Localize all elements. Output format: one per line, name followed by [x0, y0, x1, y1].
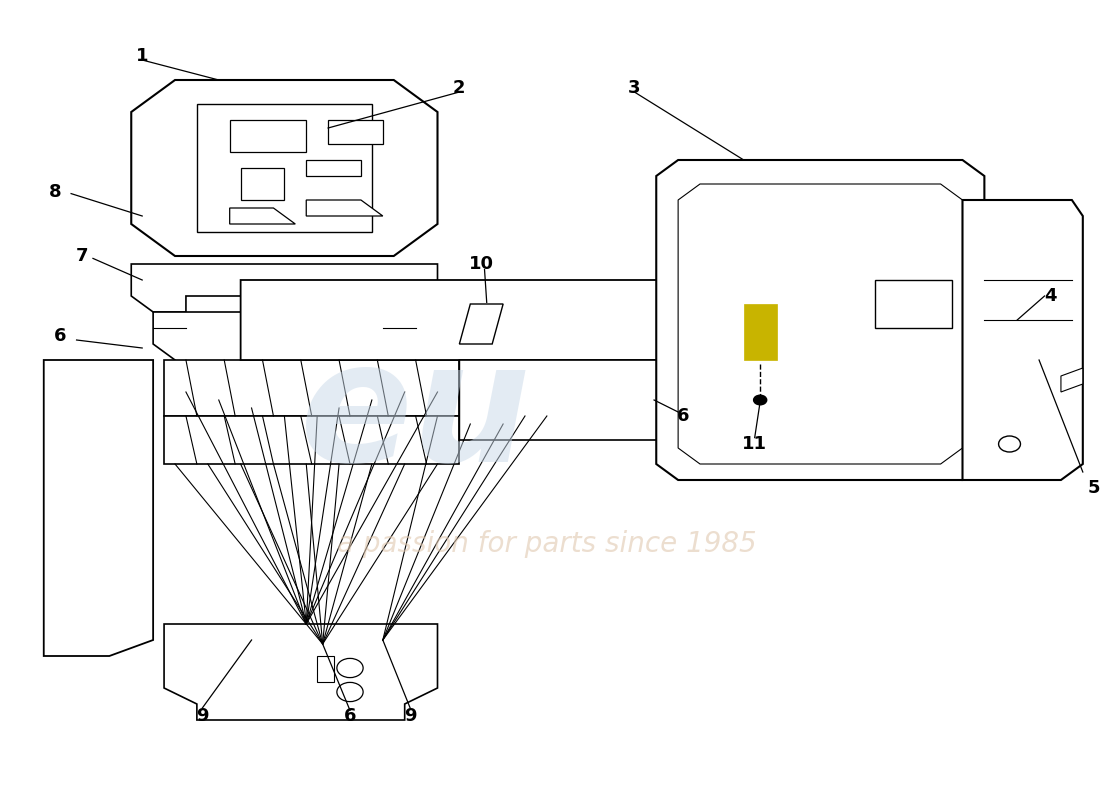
Polygon shape	[744, 304, 777, 360]
Text: a passion for parts since 1985: a passion for parts since 1985	[337, 530, 757, 558]
Text: 10: 10	[469, 255, 494, 273]
Polygon shape	[306, 160, 361, 176]
Text: 4: 4	[1044, 287, 1056, 305]
Text: 6: 6	[678, 407, 690, 425]
Text: 9: 9	[196, 707, 209, 725]
Polygon shape	[230, 208, 295, 224]
Text: 2: 2	[453, 79, 465, 97]
Polygon shape	[306, 200, 383, 216]
Text: 6: 6	[343, 707, 356, 725]
Polygon shape	[164, 416, 460, 464]
Polygon shape	[44, 360, 153, 656]
Polygon shape	[164, 360, 460, 416]
Text: 5: 5	[1088, 479, 1100, 497]
Text: 8: 8	[48, 183, 60, 201]
Polygon shape	[657, 360, 711, 416]
Polygon shape	[460, 360, 678, 440]
Text: 3: 3	[628, 79, 640, 97]
Polygon shape	[153, 312, 416, 384]
Polygon shape	[241, 168, 285, 200]
Bar	[317, 656, 333, 682]
Polygon shape	[230, 120, 306, 152]
Polygon shape	[657, 160, 984, 480]
Text: 6: 6	[54, 327, 66, 345]
Polygon shape	[131, 80, 438, 256]
Polygon shape	[164, 624, 438, 720]
Text: 9: 9	[404, 707, 417, 725]
Polygon shape	[1060, 368, 1082, 392]
Circle shape	[754, 395, 767, 405]
Polygon shape	[962, 200, 1082, 480]
Polygon shape	[131, 264, 438, 312]
Polygon shape	[328, 120, 383, 144]
Polygon shape	[460, 304, 503, 344]
Text: 11: 11	[742, 435, 767, 453]
Text: eu: eu	[300, 334, 531, 498]
Text: 1: 1	[136, 47, 149, 65]
Text: 7: 7	[76, 247, 88, 265]
Polygon shape	[241, 280, 689, 360]
